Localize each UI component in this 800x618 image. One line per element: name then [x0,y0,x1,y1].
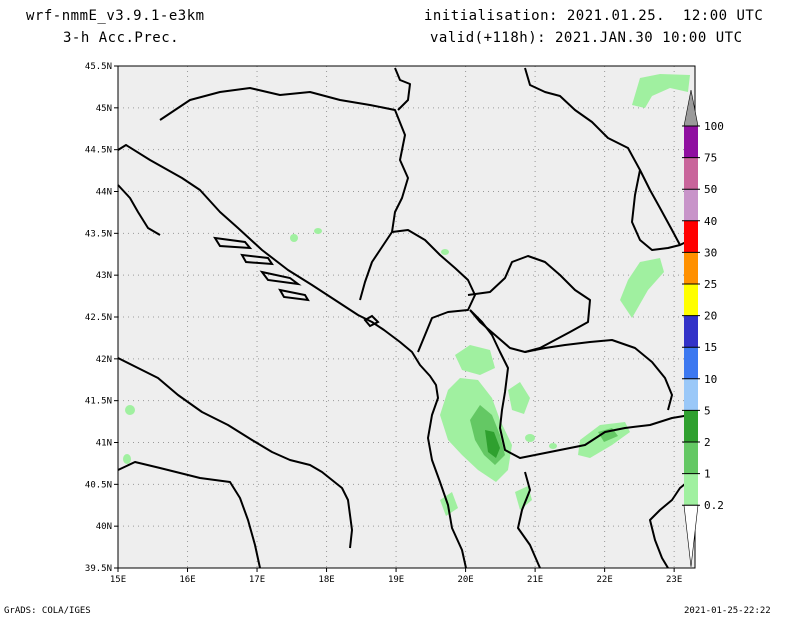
aegean-coast [649,479,691,569]
lat-tick-label: 41.5N [85,397,112,407]
island-2 [240,253,274,266]
lat-tick-label: 40.5N [85,480,112,490]
precip-greece-border-inner [598,428,618,442]
greece-north-border [534,414,691,456]
precip-speck-5 [441,249,449,255]
precip-macedonia [508,382,530,414]
lat-tick-label: 42.5N [85,313,112,323]
lon-tick-label: 17E [249,575,265,585]
legend-swatch [684,442,698,474]
precip-bulgaria [620,258,664,318]
legend-label: 5 [704,404,711,417]
legend-swatch [684,252,698,284]
precip-speck-6 [549,443,557,449]
legend-label: 0.2 [704,499,724,512]
precip-north-east [632,74,690,108]
model-name: wrf-nmmE_v3.9.1-e3km [26,8,205,24]
lon-tick-label: 19E [388,575,404,585]
legend-label: 10 [704,373,717,386]
lon-tick-label: 18E [318,575,334,585]
legend-swatch [684,378,698,411]
precipitation-areas [123,74,690,516]
lat-axis-labels: 45.5N 45N 44.5N 44N 43.5N 43N 42.5N 42N 41.5N 41N… [85,62,112,574]
lat-tick-label: 45.5N [85,62,112,72]
precip-speck-2 [314,228,322,234]
lat-tick-label: 39.5N [85,564,112,574]
legend-label: 30 [704,246,717,259]
greece-coast [517,471,541,569]
legend-swatch [684,189,698,221]
legend-swatch [684,315,698,348]
lon-tick-label: 16E [179,575,195,585]
precip-speck-3 [125,405,135,415]
legend-label: 25 [704,278,717,291]
serbia-east [524,67,691,251]
lat-tick-label: 44N [96,188,112,198]
precip-south-albania [515,486,532,510]
serbia-north [394,67,411,111]
lon-tick-label: 22E [596,575,612,585]
precip-albania-core-max [485,430,500,458]
montenegro-border [391,229,476,353]
legend-label: 15 [704,341,717,354]
legend-label: 75 [704,152,717,165]
precip-legend: 100 75 50 40 30 25 20 15 10 5 2 1 0.2 [682,89,724,567]
lon-axis-labels: 15E 16E 17E 18E 19E 20E 21E 22E 23E [110,575,682,585]
lat-tick-label: 41N [96,439,112,449]
legend-swatch [684,220,698,253]
macedonia-border [524,339,673,411]
legend-label: 50 [704,183,717,196]
lat-tick-label: 45N [96,104,112,114]
albania-east-border [469,309,536,459]
italy-coast [117,357,353,549]
istria-coast [117,184,161,236]
lon-tick-label: 23E [666,575,682,585]
precip-speck-4 [123,454,131,464]
bosnia-border [159,87,409,301]
legend-swatch [684,410,698,442]
footer-date: 2021-01-25-22:22 [684,606,771,616]
boundaries [117,67,691,569]
footer-credit: GrADS: COLA/IGES [4,606,91,616]
lat-tick-label: 40N [96,522,112,532]
kosovo-border [467,255,591,353]
lat-tick-label: 43N [96,271,112,281]
legend-label: 100 [704,120,724,133]
lat-tick-label: 43.5N [85,229,112,239]
lat-tick-label: 42N [96,355,112,365]
field-name: 3-h Acc.Prec. [63,30,180,46]
adriatic-east-coast [117,144,467,569]
legend-swatch [684,126,698,158]
kotor-bay [363,314,380,328]
legend-label: 40 [704,215,717,228]
precip-coast-south [440,492,458,516]
islands [213,236,380,328]
island-3 [259,270,302,286]
island-4 [278,288,310,302]
legend-swatch [684,473,698,506]
legend-swatch [684,157,698,190]
legend-label: 2 [704,436,711,449]
italy-heel [117,461,261,569]
axis-ticks [114,65,675,572]
precip-speck-7 [525,434,535,442]
legend-label: 20 [704,310,717,323]
legend-swatch [684,347,698,379]
lon-tick-label: 15E [110,575,126,585]
legend-label: 1 [704,468,711,481]
lon-tick-label: 21E [527,575,543,585]
init-time: initialisation: 2021.01.25. 12:00 UTC [424,8,764,24]
valid-time: valid(+118h): 2021.JAN.30 10:00 UTC [430,30,743,46]
island-1 [213,236,253,250]
lat-tick-label: 44.5N [85,146,112,156]
bulgaria-border [639,169,681,246]
precip-speck-1 [290,234,298,242]
lon-tick-label: 20E [457,575,473,585]
precip-north-albania [455,345,495,375]
legend-swatch [684,284,698,316]
